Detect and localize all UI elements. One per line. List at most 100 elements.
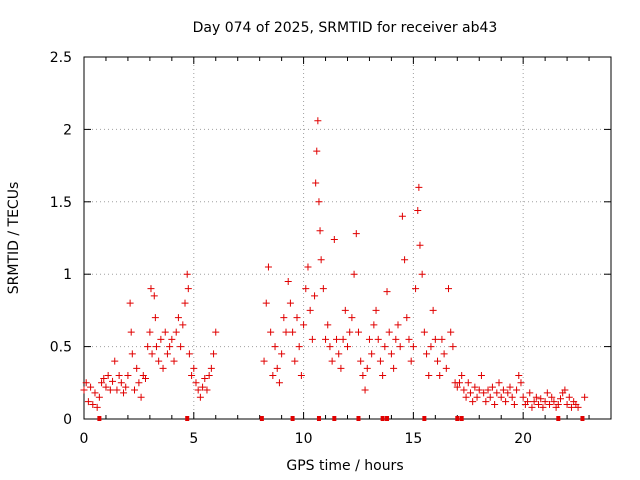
- data-point: [120, 389, 128, 397]
- data-point: [311, 292, 319, 300]
- data-point: [163, 350, 171, 358]
- baseline-marker: [356, 416, 361, 421]
- data-point: [376, 357, 384, 365]
- data-point: [486, 393, 494, 401]
- baseline-marker: [556, 416, 561, 421]
- data-point: [453, 383, 461, 391]
- baseline-marker: [290, 416, 295, 421]
- data-point: [330, 235, 338, 243]
- data-point: [152, 343, 160, 351]
- data-point: [425, 372, 433, 380]
- data-point: [394, 321, 402, 329]
- data-point: [535, 401, 543, 409]
- data-point: [192, 379, 200, 387]
- y-tick-label: 2: [63, 122, 72, 138]
- data-point: [370, 321, 378, 329]
- data-point: [488, 383, 496, 391]
- data-point: [141, 374, 149, 382]
- data-point: [460, 386, 468, 394]
- data-point: [438, 335, 446, 343]
- baseline-marker: [97, 416, 102, 421]
- data-point: [471, 383, 479, 391]
- data-point: [98, 379, 106, 387]
- data-point: [271, 343, 279, 351]
- data-point: [403, 314, 411, 322]
- data-point: [312, 179, 320, 187]
- data-point: [126, 299, 134, 307]
- data-point: [409, 343, 417, 351]
- data-point: [194, 386, 202, 394]
- data-point: [431, 335, 439, 343]
- baseline-marker: [316, 416, 321, 421]
- data-point: [100, 374, 108, 382]
- data-point: [185, 350, 193, 358]
- data-point: [530, 398, 538, 406]
- plot-frame: [83, 56, 612, 420]
- x-tick-label: 5: [189, 431, 198, 447]
- data-point: [513, 386, 521, 394]
- data-point: [372, 306, 380, 314]
- data-point: [385, 328, 393, 336]
- data-point: [93, 403, 101, 411]
- data-point: [440, 350, 448, 358]
- data-point: [273, 364, 281, 372]
- data-point: [289, 328, 297, 336]
- data-point: [282, 328, 290, 336]
- data-point: [172, 328, 180, 336]
- data-point: [563, 401, 571, 409]
- data-point: [458, 372, 466, 380]
- data-point: [499, 386, 507, 394]
- data-point: [127, 328, 135, 336]
- data-point: [365, 335, 373, 343]
- data-point: [550, 398, 558, 406]
- data-point: [352, 230, 360, 238]
- baseline-marker: [259, 416, 264, 421]
- data-point: [297, 372, 305, 380]
- data-point: [539, 403, 547, 411]
- data-point: [313, 147, 321, 155]
- baseline-marker: [422, 416, 427, 421]
- data-point: [151, 314, 159, 322]
- data-point: [207, 364, 215, 372]
- data-point: [357, 357, 365, 365]
- x-tick-label: 0: [80, 431, 89, 447]
- data-point: [144, 343, 152, 351]
- data-point: [196, 393, 204, 401]
- y-axis-label: SRMTID / TECUs: [6, 182, 22, 295]
- data-point: [269, 372, 277, 380]
- data-point: [574, 403, 582, 411]
- data-point: [344, 343, 351, 351]
- data-point: [543, 389, 551, 397]
- data-point: [150, 292, 158, 300]
- data-point: [280, 314, 288, 322]
- data-point: [354, 328, 362, 336]
- data-point: [205, 372, 213, 380]
- data-point: [473, 393, 481, 401]
- data-point: [546, 401, 554, 409]
- baseline-marker: [332, 416, 337, 421]
- data-point: [111, 357, 119, 365]
- data-point: [528, 403, 536, 411]
- data-point: [537, 395, 545, 403]
- points-layer: [80, 117, 589, 421]
- data-point: [567, 403, 575, 411]
- baseline-marker: [455, 416, 460, 421]
- data-point: [363, 364, 371, 372]
- data-point: [190, 364, 198, 372]
- data-point: [445, 285, 453, 293]
- data-point: [447, 328, 455, 336]
- data-point: [381, 343, 389, 351]
- labels-layer: 0 0.5 1 1.5 2 2.5 0 5 10 15 20: [50, 50, 532, 447]
- data-point: [161, 328, 169, 336]
- data-point: [442, 364, 450, 372]
- data-point: [203, 386, 211, 394]
- data-point: [412, 285, 420, 293]
- data-point: [554, 401, 562, 409]
- data-point: [122, 383, 130, 391]
- y-tick-label: 0.5: [50, 340, 72, 356]
- data-point: [415, 183, 423, 191]
- data-point: [469, 398, 477, 406]
- y-tick-label: 1.5: [50, 195, 72, 211]
- x-axis-label: GPS time / hours: [286, 458, 403, 474]
